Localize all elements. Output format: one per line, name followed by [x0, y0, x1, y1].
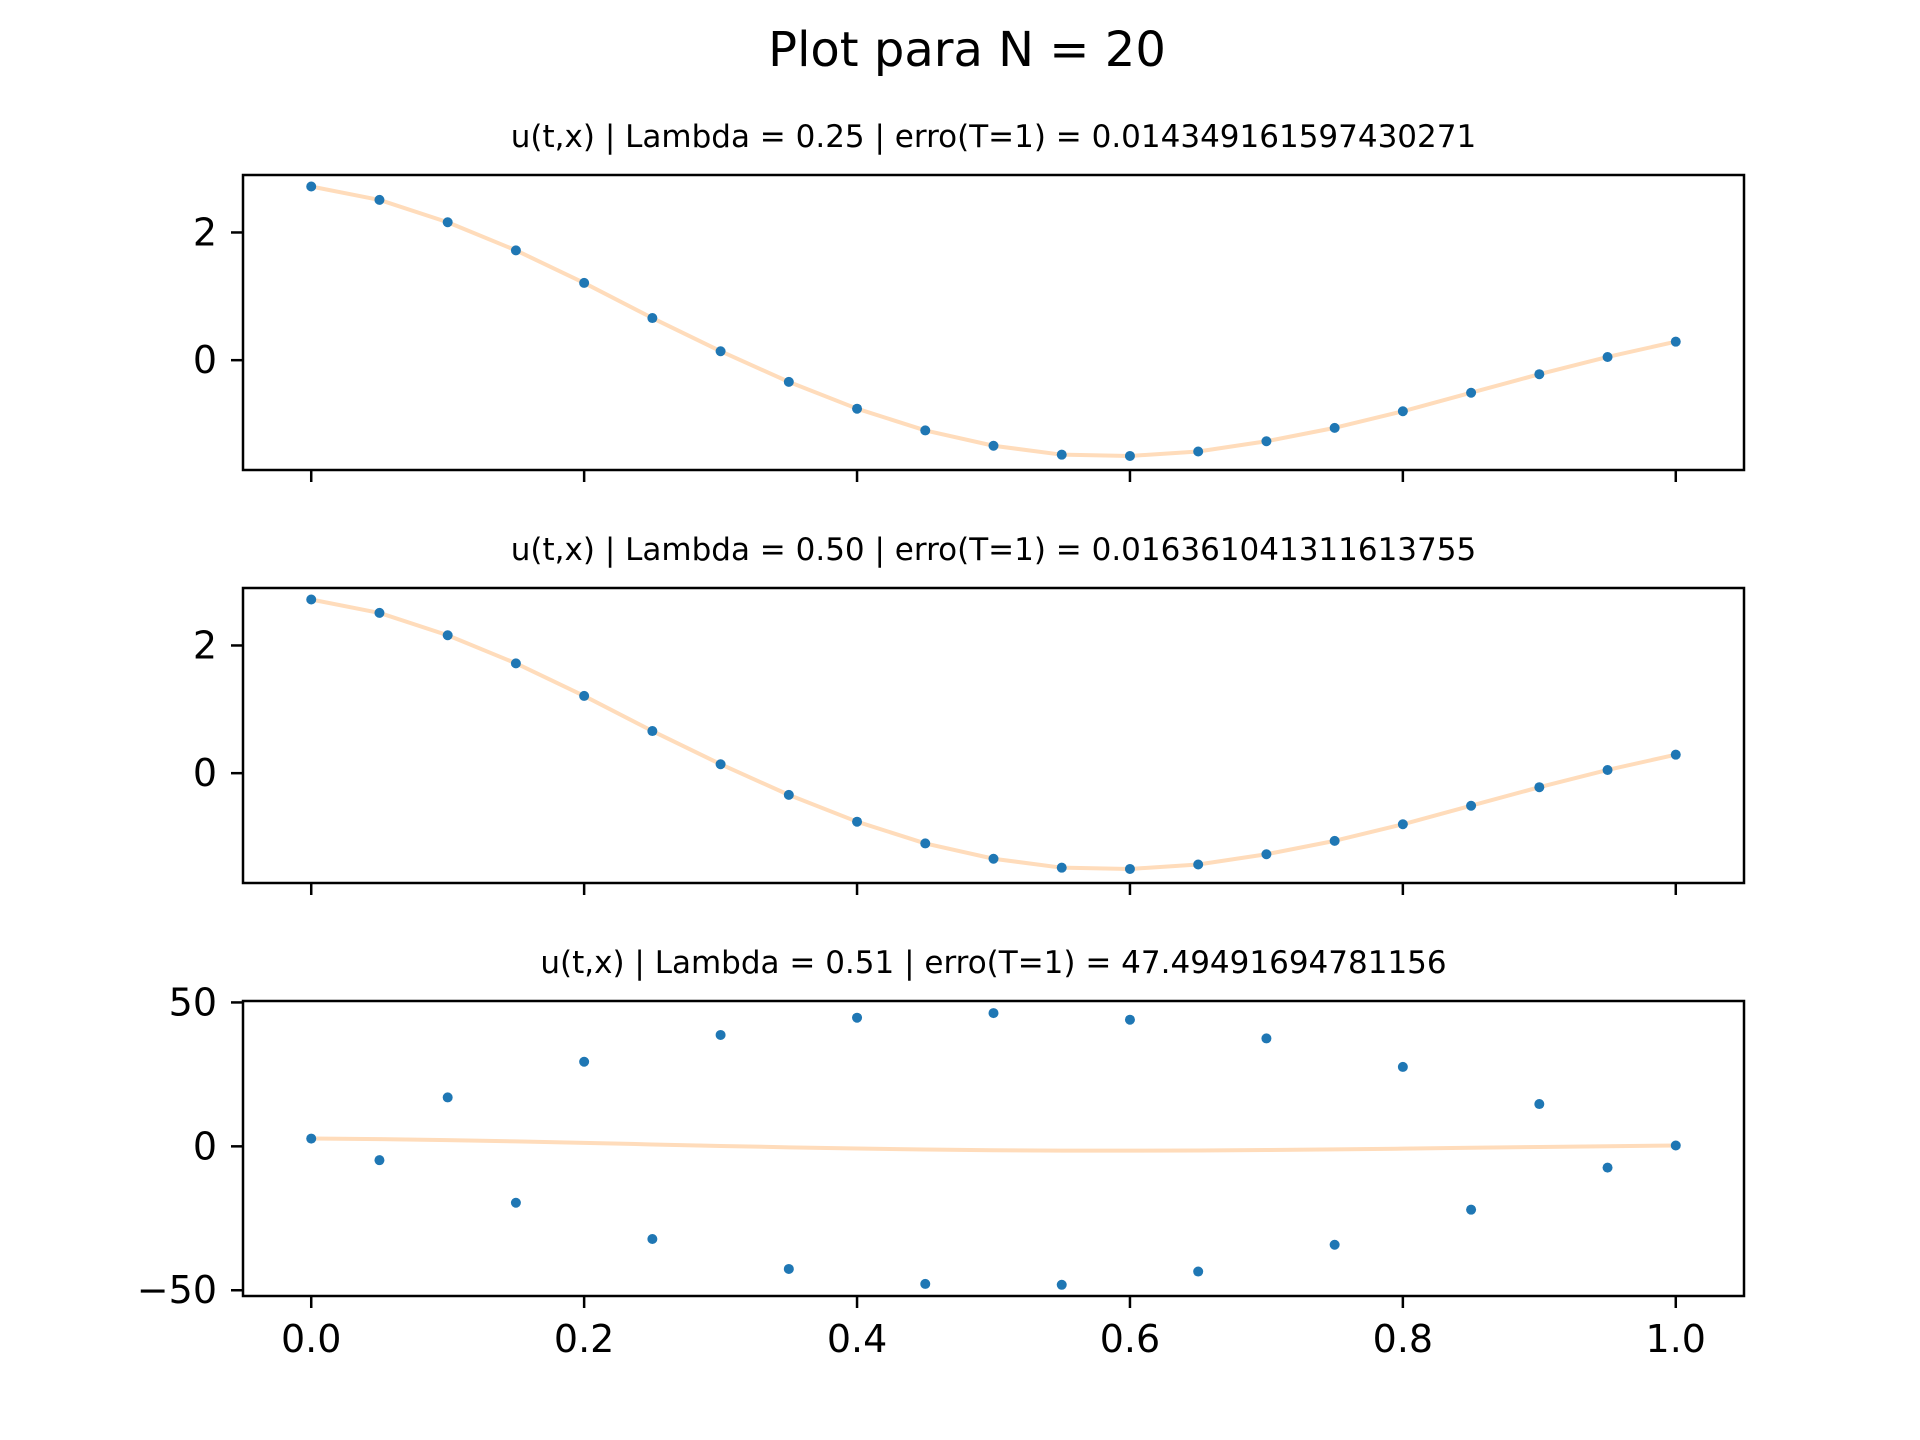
data-point: [1466, 387, 1477, 398]
data-point: [579, 1056, 590, 1067]
x-tick-label: 0.6: [1100, 1317, 1160, 1361]
data-point: [715, 346, 726, 357]
x-tick-label: 0.2: [554, 1317, 614, 1361]
data-point: [852, 403, 863, 414]
subplot-title: u(t,x) | Lambda = 0.25 | erro(T=1) = 0.0…: [511, 119, 1476, 155]
data-point: [1397, 1061, 1408, 1072]
data-point: [442, 1092, 453, 1103]
data-point: [306, 594, 317, 605]
subplot-1: u(t,x) | Lambda = 0.25 | erro(T=1) = 0.0…: [193, 119, 1746, 482]
data-point: [1329, 835, 1340, 846]
y-tick-label: 0: [193, 1124, 217, 1168]
subplot-title: u(t,x) | Lambda = 0.51 | erro(T=1) = 47.…: [540, 945, 1446, 981]
data-point: [510, 1197, 521, 1208]
data-point: [306, 181, 317, 192]
data-point: [1534, 782, 1545, 793]
data-point: [852, 1012, 863, 1023]
reference-curve: [309, 1136, 1678, 1153]
data-point: [988, 440, 999, 451]
subplot-3: u(t,x) | Lambda = 0.51 | erro(T=1) = 47.…: [137, 945, 1746, 1361]
x-tick-label: 0.8: [1373, 1317, 1433, 1361]
figure-suptitle: Plot para N = 20: [768, 22, 1166, 78]
data-point: [1329, 422, 1340, 433]
y-tick-label: 50: [169, 980, 217, 1024]
x-tick-label: 1.0: [1646, 1317, 1706, 1361]
data-point: [1056, 449, 1067, 460]
data-point: [1397, 819, 1408, 830]
data-point: [579, 277, 590, 288]
data-point: [647, 726, 658, 737]
data-point: [1193, 446, 1204, 457]
data-point: [1534, 1099, 1545, 1110]
subplots-group: u(t,x) | Lambda = 0.25 | erro(T=1) = 0.0…: [137, 119, 1746, 1361]
data-point: [1534, 369, 1545, 380]
data-point: [1466, 1204, 1477, 1215]
data-point: [374, 607, 385, 618]
data-point: [852, 816, 863, 827]
data-point: [442, 217, 453, 228]
data-point: [1056, 862, 1067, 873]
data-point: [1602, 764, 1613, 775]
y-tick-label: 0: [193, 338, 217, 382]
axes-frame: [241, 173, 1746, 472]
data-point: [783, 789, 794, 800]
data-point: [988, 1008, 999, 1019]
data-point: [920, 425, 931, 436]
data-point: [1329, 1239, 1340, 1250]
y-tick-label: 0: [193, 751, 217, 795]
data-point: [1193, 859, 1204, 870]
data-point: [647, 1234, 658, 1245]
subplot-title: u(t,x) | Lambda = 0.50 | erro(T=1) = 0.0…: [511, 532, 1476, 568]
data-point: [1602, 351, 1613, 362]
data-point: [374, 194, 385, 205]
data-point: [647, 313, 658, 324]
data-point: [920, 1278, 931, 1289]
y-tick-label: −50: [137, 1268, 217, 1312]
data-point: [715, 759, 726, 770]
data-point: [1670, 336, 1681, 347]
data-point: [1670, 1140, 1681, 1151]
data-point: [783, 1263, 794, 1274]
data-point: [1261, 436, 1272, 447]
x-tick-label: 0.0: [281, 1317, 341, 1361]
data-point: [988, 853, 999, 864]
data-point: [1056, 1279, 1067, 1290]
data-point: [1466, 800, 1477, 811]
data-point: [1124, 1014, 1135, 1025]
data-point: [510, 658, 521, 669]
axes-frame: [241, 999, 1746, 1298]
data-point: [715, 1029, 726, 1040]
data-point: [1261, 1033, 1272, 1044]
data-point: [442, 630, 453, 641]
data-point: [783, 376, 794, 387]
y-tick-label: 2: [193, 623, 217, 667]
axes-frame: [241, 586, 1746, 885]
data-point: [1193, 1266, 1204, 1277]
subplot-2: u(t,x) | Lambda = 0.50 | erro(T=1) = 0.0…: [193, 532, 1746, 895]
data-point: [1670, 749, 1681, 760]
data-point: [579, 690, 590, 701]
data-point: [1602, 1162, 1613, 1173]
data-point: [1261, 849, 1272, 860]
y-tick-label: 2: [193, 210, 217, 254]
data-point: [1124, 450, 1135, 461]
data-point: [1124, 863, 1135, 874]
data-point: [306, 1133, 317, 1144]
data-point: [1397, 406, 1408, 417]
data-point: [510, 245, 521, 256]
data-point: [920, 838, 931, 849]
data-point: [374, 1155, 385, 1166]
x-tick-label: 0.4: [827, 1317, 887, 1361]
